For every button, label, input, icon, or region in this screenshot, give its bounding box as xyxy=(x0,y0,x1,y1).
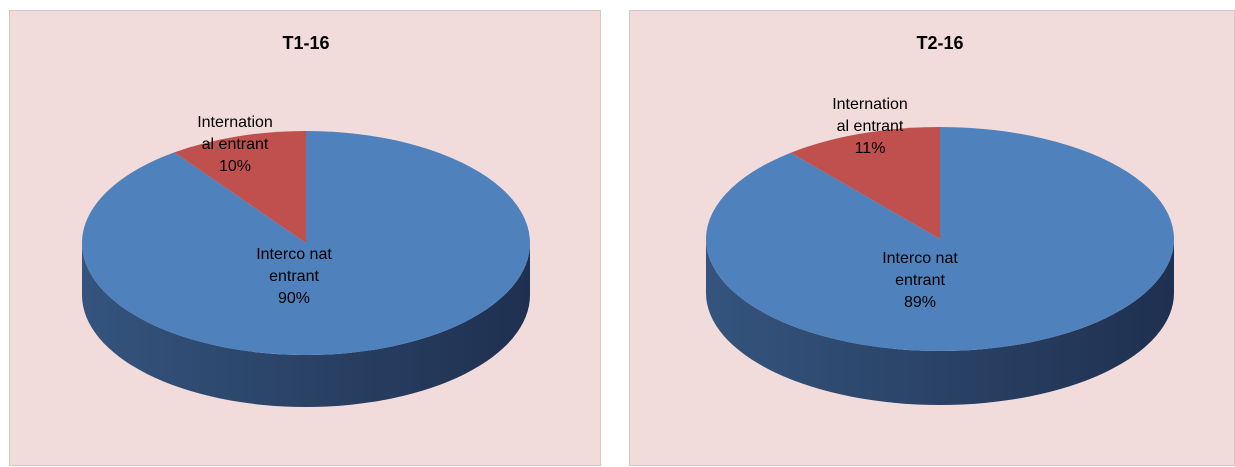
pie-chart-t2-16: T2-16 Interco nat entrant 89% Internation al … xyxy=(705,33,1174,405)
pie-slice-international-entrant xyxy=(790,127,940,239)
slice-label-interco-nat-entrant: Interco nat entrant 90% xyxy=(256,246,332,307)
pie-side-wall xyxy=(82,243,530,407)
slice-label-international-entrant: Internation al entrant 10% xyxy=(197,114,273,175)
pie-slice-international-entrant xyxy=(174,131,306,243)
chart-title: T2-16 xyxy=(916,33,963,53)
pie-chart-t1-16: T1-16 Interco nat entrant 90% Internation al … xyxy=(81,33,531,407)
pie-slice-interco-nat-entrant xyxy=(81,131,531,356)
slice-label-international-entrant: Internation al entrant 11% xyxy=(832,96,908,157)
pie-chart-panel-t2-16: T2-16 Interco nat entrant 89% Internation al … xyxy=(629,10,1235,466)
pie-chart-panel-t1-16: T1-16 Interco nat entrant 90% Internation al … xyxy=(9,10,601,466)
slice-label-interco-nat-entrant: Interco nat entrant 89% xyxy=(882,250,958,311)
chart-title: T1-16 xyxy=(282,33,329,53)
pie-side-wall xyxy=(706,239,1174,405)
pie-slice-interco-nat-entrant xyxy=(705,127,1174,351)
